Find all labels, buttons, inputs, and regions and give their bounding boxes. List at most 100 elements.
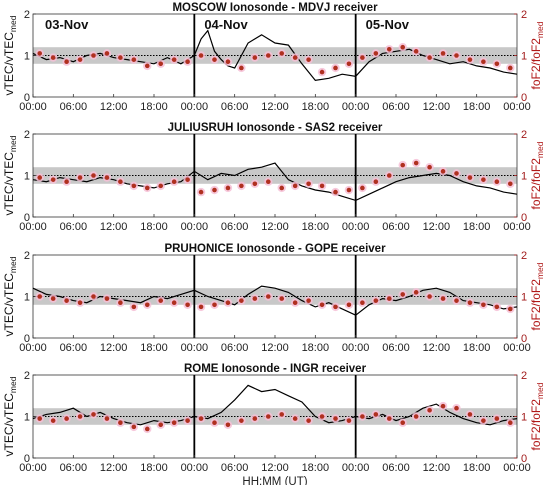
fof2-marker xyxy=(265,179,271,185)
fof2-marker xyxy=(37,416,43,421)
y-axis-label-right-sub: med xyxy=(535,262,545,279)
fof2-marker xyxy=(144,185,150,191)
fof2-marker xyxy=(104,51,110,56)
chart-title: ROME Ionosonde - INGR receiver xyxy=(184,363,367,375)
fof2-marker xyxy=(185,418,190,423)
x-tick-label: 18:00 xyxy=(463,101,491,113)
fof2-marker xyxy=(360,300,365,306)
median-band xyxy=(33,167,517,184)
fof2-marker xyxy=(333,189,338,195)
fof2-marker xyxy=(360,55,365,60)
x-tick-label: 00:00 xyxy=(181,462,209,474)
series-line-vtec xyxy=(32,285,518,316)
fof2-marker xyxy=(252,181,258,187)
fof2-marker xyxy=(440,51,446,56)
x-tick-label: 00:00 xyxy=(342,342,370,354)
fof2-marker xyxy=(252,55,258,60)
y-tick-label-right: 1 xyxy=(521,51,527,63)
fof2-marker xyxy=(386,416,392,421)
fof2-marker xyxy=(333,416,338,421)
x-tick-label: 12:00 xyxy=(423,462,451,474)
chart-panel-2: JULIUSRUH Ionosonde - SAS2 receiver 00:00… xyxy=(2,122,545,233)
x-tick-label: 12:00 xyxy=(261,101,289,113)
x-tick-label: 06:00 xyxy=(60,462,88,474)
y-tick-label-right: 0 xyxy=(521,212,527,224)
y-axis-label-right: foF2/foF2med xyxy=(529,382,545,450)
y-axis-label-left-sub: med xyxy=(8,256,18,273)
x-tick-label: 00:00 xyxy=(19,342,47,354)
y-tick-label-left: 0 xyxy=(24,212,30,224)
fof2-marker xyxy=(37,175,43,180)
fof2-marker xyxy=(131,424,137,430)
x-tick-label: 06:00 xyxy=(60,221,88,233)
y-axis-label-left-main: vTEC/vTEC xyxy=(2,32,16,96)
day-label: 04-Nov xyxy=(204,17,248,32)
y-tick-label-left: 1 xyxy=(24,51,30,63)
fof2-marker xyxy=(158,422,164,428)
fof2-marker xyxy=(158,183,164,189)
x-tick-label: 00:00 xyxy=(19,221,47,233)
fof2-marker xyxy=(279,185,285,191)
fof2-marker xyxy=(454,405,459,411)
x-tick-label: 12:00 xyxy=(100,221,128,233)
y-tick-label-right: 2 xyxy=(521,370,527,382)
series-line-vtec xyxy=(32,384,518,426)
y-tick-label-left: 0 xyxy=(24,453,30,465)
y-axis-label-right-sub: med xyxy=(535,382,545,399)
x-tick-label: 06:00 xyxy=(382,342,410,354)
fof2-marker xyxy=(239,418,244,423)
fof2-marker xyxy=(427,294,432,299)
fof2-marker xyxy=(225,422,231,428)
x-tick-label: 00:00 xyxy=(342,101,370,113)
fof2-marker xyxy=(507,65,513,71)
fof2-marker xyxy=(50,55,56,60)
x-tick-label: 18:00 xyxy=(302,342,330,354)
fof2-marker xyxy=(131,183,137,189)
fof2-marker xyxy=(481,302,486,308)
x-tick-label: 12:00 xyxy=(261,221,289,233)
fof2-marker xyxy=(481,418,486,423)
fof2-marker xyxy=(333,304,338,310)
fof2-marker xyxy=(400,420,406,426)
fof2-marker xyxy=(346,61,352,67)
y-tick-label-right: 1 xyxy=(521,412,527,424)
x-tick-label: 06:00 xyxy=(60,101,88,113)
fof2-marker xyxy=(400,44,406,50)
fof2-marker xyxy=(440,169,446,174)
fof2-marker xyxy=(239,65,244,71)
y-axis-label-right-main: foF2/foF2 xyxy=(529,279,543,331)
fof2-marker xyxy=(319,302,325,308)
chart-panel-1: MOSCOW Ionosonde - MDVJ receiver 00:00 06:… xyxy=(2,2,545,113)
fof2-marker xyxy=(427,164,432,170)
fof2-marker xyxy=(467,57,473,62)
chart-title: JULIUSRUH Ionosonde - SAS2 receiver xyxy=(168,122,383,134)
x-tick-label: 12:00 xyxy=(261,462,289,474)
fof2-marker xyxy=(454,171,459,176)
x-tick-label: 18:00 xyxy=(302,462,330,474)
y-axis-label-right-main: foF2/foF2 xyxy=(529,399,543,451)
x-tick-label: 00:00 xyxy=(181,221,209,233)
y-tick-label-left: 0 xyxy=(24,92,30,104)
fof2-marker xyxy=(346,302,352,308)
x-tick-label: 18:00 xyxy=(463,462,491,474)
fof2-marker xyxy=(64,298,69,303)
fof2-marker xyxy=(279,296,285,301)
fof2-marker xyxy=(77,414,83,419)
fof2-marker xyxy=(400,162,406,168)
fof2-marker xyxy=(467,175,473,180)
fof2-marker xyxy=(252,416,258,421)
y-tick-label-left: 2 xyxy=(24,129,30,141)
fof2-marker xyxy=(413,160,419,166)
fof2-marker xyxy=(467,300,473,306)
fof2-marker xyxy=(144,426,150,432)
fof2-marker xyxy=(292,300,298,306)
x-tick-label: 18:00 xyxy=(302,221,330,233)
fof2-marker xyxy=(319,183,325,189)
fof2-marker xyxy=(333,65,338,71)
x-tick-label: 12:00 xyxy=(100,462,128,474)
fof2-marker xyxy=(494,416,500,421)
fof2-marker xyxy=(225,300,231,306)
x-tick-label: 18:00 xyxy=(463,342,491,354)
fof2-marker xyxy=(212,57,217,62)
series-line-vtec xyxy=(32,162,518,202)
